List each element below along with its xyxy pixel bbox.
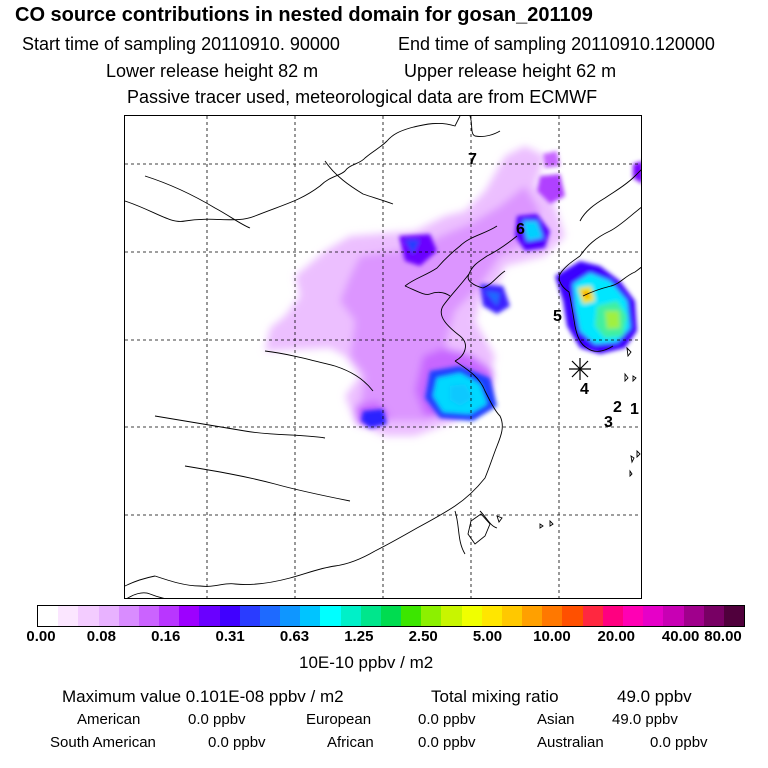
colorbar-segment [239, 606, 260, 626]
colorbar-tick-label: 40.00 [661, 628, 700, 645]
site-label-4: 4 [580, 381, 589, 398]
colorbar-unit-label: 10E-10 ppbv / m2 [299, 653, 434, 672]
site-label-6: 6 [516, 221, 525, 238]
colorbar-segment [421, 606, 442, 626]
region-value-african: 0.0 ppbv [418, 734, 476, 751]
colorbar-tick-label: 1.25 [344, 628, 374, 645]
max-value-label: Maximum value 0.101E-08 ppbv / m2 [62, 687, 344, 706]
colorbar-segment [380, 606, 402, 626]
colorbar-segment [360, 606, 381, 626]
start-time-label: Start time of sampling 20110910. 90000 [22, 34, 340, 54]
colorbar-segment [259, 606, 281, 626]
colorbar-tick-label: 0.08 [86, 628, 116, 645]
colorbar-segment [199, 606, 220, 626]
region-value-australian: 0.0 ppbv [650, 734, 708, 751]
graticule [125, 116, 641, 598]
colorbar-segment [501, 606, 523, 626]
region-name-american: American [77, 711, 141, 728]
receptor-star-icon [569, 358, 591, 380]
colorbar-tick-label: 2.50 [408, 628, 438, 645]
colorbar-segment [58, 606, 79, 626]
concentration-field [265, 146, 641, 436]
colorbar-segment [522, 606, 543, 626]
colorbar-segment [441, 606, 462, 626]
region-value-south-american: 0.0 ppbv [208, 734, 266, 751]
region-name-asian: Asian [537, 711, 575, 728]
colorbar-tick-label: 5.00 [472, 628, 503, 645]
colorbar-segment [118, 606, 139, 626]
colorbar-segment [703, 606, 724, 626]
region-value-american: 0.0 ppbv [188, 711, 246, 728]
map-canvas [125, 116, 641, 598]
colorbar-segment [481, 606, 502, 626]
region-name-australian: Australian [537, 734, 604, 751]
lower-release-label: Lower release height 82 m [106, 61, 319, 81]
site-label-1: 1 [630, 401, 639, 418]
colorbar-tick-label: 80.00 [704, 628, 742, 645]
colorbar-segment [280, 606, 301, 626]
region-name-south-american: South American [50, 734, 156, 751]
colorbar-segment [602, 606, 623, 626]
coastlines-and-borders [125, 116, 641, 598]
colorbar-segment [643, 606, 664, 626]
colorbar [37, 605, 745, 627]
site-label-7: 7 [468, 151, 477, 168]
colorbar-segment [300, 606, 321, 626]
region-value-european: 0.0 ppbv [418, 711, 476, 728]
region-value-asian: 49.0 ppbv [612, 711, 678, 728]
tracer-note: Passive tracer used, meteorological data… [127, 87, 598, 107]
colorbar-segment [138, 606, 160, 626]
region-name-european: European [306, 711, 372, 728]
colorbar-segment [582, 606, 603, 626]
total-mixing-ratio-value: 49.0 ppbv [617, 687, 692, 706]
colorbar-segment [401, 606, 422, 626]
map-panel: 7 6 5 4 3 2 1 [124, 115, 642, 599]
colorbar-tick-label: 0.00 [26, 628, 56, 645]
colorbar-segment [38, 606, 59, 626]
site-label-2: 2 [613, 399, 622, 416]
colorbar-segment [622, 606, 644, 626]
colorbar-segment [340, 606, 361, 626]
colorbar-segment [219, 606, 240, 626]
upper-release-label: Upper release height 62 m [404, 61, 617, 81]
colorbar-segment [461, 606, 482, 626]
colorbar-tick-label: 20.00 [597, 628, 636, 645]
colorbar-segment [159, 606, 180, 626]
colorbar-tick-label: 0.16 [151, 628, 181, 645]
colorbar-tick-label: 0.63 [279, 628, 310, 645]
colorbar-segment [98, 606, 119, 626]
end-time-label: End time of sampling 20110910.120000 [398, 34, 715, 54]
colorbar-segment [320, 606, 341, 626]
colorbar-segment [663, 606, 684, 626]
colorbar-segment [723, 606, 745, 626]
colorbar-segment [562, 606, 583, 626]
colorbar-segment [78, 606, 99, 626]
low-concentration-plume [265, 146, 565, 436]
region-name-african: African [327, 734, 374, 751]
colorbar-tick-label: 0.31 [215, 628, 245, 645]
site-label-3: 3 [604, 414, 613, 431]
colorbar-segment [683, 606, 704, 626]
plot-title: CO source contributions in nested domain… [15, 4, 593, 26]
mid-concentration-patches [361, 151, 641, 428]
colorbar-tick-label: 10.00 [533, 628, 571, 645]
colorbar-segment [542, 606, 563, 626]
total-mixing-ratio-label: Total mixing ratio [431, 687, 559, 706]
colorbar-segment [179, 606, 200, 626]
site-label-5: 5 [553, 308, 562, 325]
